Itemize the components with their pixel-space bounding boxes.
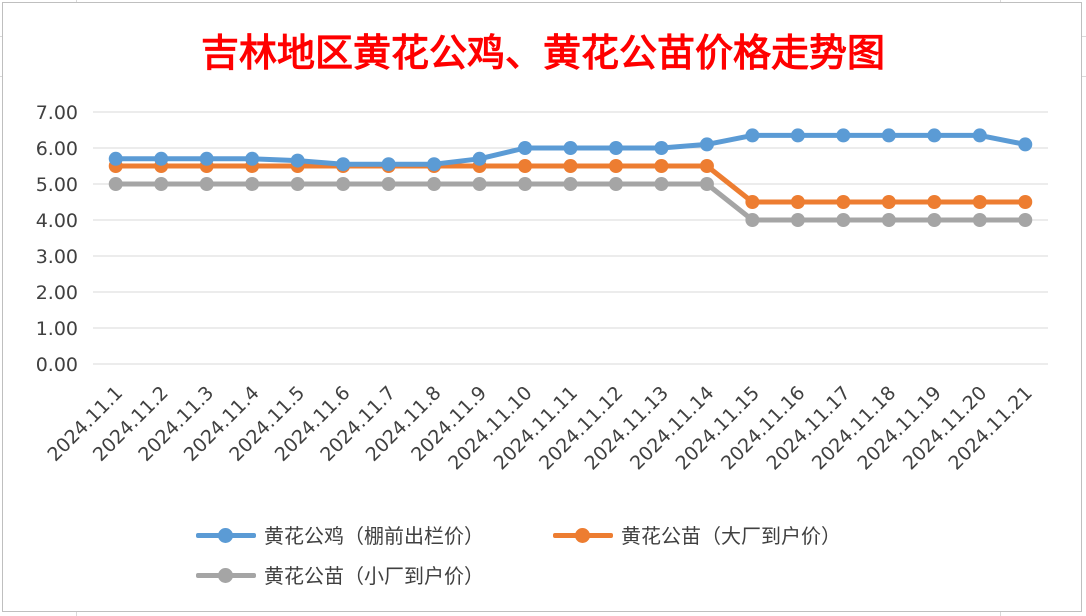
- data-point: [836, 128, 851, 143]
- chart-title: 吉林地区黄花公鸡、黄花公苗价格走势图: [200, 30, 885, 75]
- data-point: [654, 141, 669, 155]
- data-point: [518, 141, 533, 155]
- data-point: [927, 213, 942, 227]
- data-point: [745, 128, 760, 143]
- data-point: [927, 128, 942, 143]
- data-point: [972, 128, 987, 143]
- data-point: [563, 159, 578, 173]
- data-point: [108, 177, 123, 191]
- y-tick-label: 2.00: [36, 282, 78, 304]
- series-2: [108, 177, 1033, 227]
- data-point: [336, 157, 351, 172]
- data-point: [881, 195, 896, 209]
- data-point: [790, 213, 805, 227]
- data-point: [790, 195, 805, 209]
- data-point: [290, 177, 305, 191]
- data-point: [381, 177, 396, 191]
- data-point: [154, 151, 169, 166]
- data-point: [427, 157, 442, 172]
- data-point: [472, 177, 487, 191]
- series-lines: [108, 128, 1033, 227]
- data-point: [699, 159, 714, 173]
- data-point: [290, 153, 305, 168]
- data-point: [881, 213, 896, 227]
- data-point: [563, 141, 578, 155]
- data-point: [836, 213, 851, 227]
- x-axis-ticks: 2024.11.12024.11.22024.11.32024.11.42024…: [43, 382, 1036, 474]
- data-point: [790, 128, 805, 143]
- data-point: [745, 213, 760, 227]
- y-tick-label: 4.00: [36, 210, 78, 232]
- data-point: [472, 151, 487, 166]
- data-point: [972, 195, 987, 209]
- data-point: [518, 159, 533, 173]
- data-point: [654, 159, 669, 173]
- data-point: [199, 151, 214, 166]
- y-tick-label: 0.00: [36, 354, 78, 376]
- data-point: [563, 177, 578, 191]
- y-tick-label: 7.00: [36, 102, 78, 124]
- data-point: [608, 177, 623, 191]
- y-tick-label: 1.00: [36, 318, 78, 340]
- data-point: [518, 177, 533, 191]
- y-tick-label: 3.00: [36, 246, 78, 268]
- data-point: [881, 128, 896, 143]
- data-point: [745, 195, 760, 209]
- data-point: [108, 151, 123, 166]
- data-point: [1018, 195, 1033, 209]
- data-point: [608, 159, 623, 173]
- data-point: [699, 177, 714, 191]
- data-point: [836, 195, 851, 209]
- data-point: [381, 157, 396, 172]
- data-point: [245, 151, 260, 166]
- y-tick-label: 6.00: [36, 138, 78, 160]
- y-tick-label: 5.00: [36, 174, 78, 196]
- data-point: [699, 137, 714, 152]
- data-point: [427, 177, 442, 191]
- y-axis-ticks: 0.00 1.00 2.00 3.00 4.00 5.00 6.00 7.00: [36, 102, 78, 376]
- data-point: [1018, 213, 1033, 227]
- data-point: [199, 177, 214, 191]
- data-point: [1018, 137, 1033, 152]
- data-point: [972, 213, 987, 227]
- data-point: [654, 177, 669, 191]
- data-point: [245, 177, 260, 191]
- data-point: [154, 177, 169, 191]
- data-point: [608, 141, 623, 155]
- data-point: [336, 177, 351, 191]
- data-point: [927, 195, 942, 209]
- series-0: [108, 128, 1033, 172]
